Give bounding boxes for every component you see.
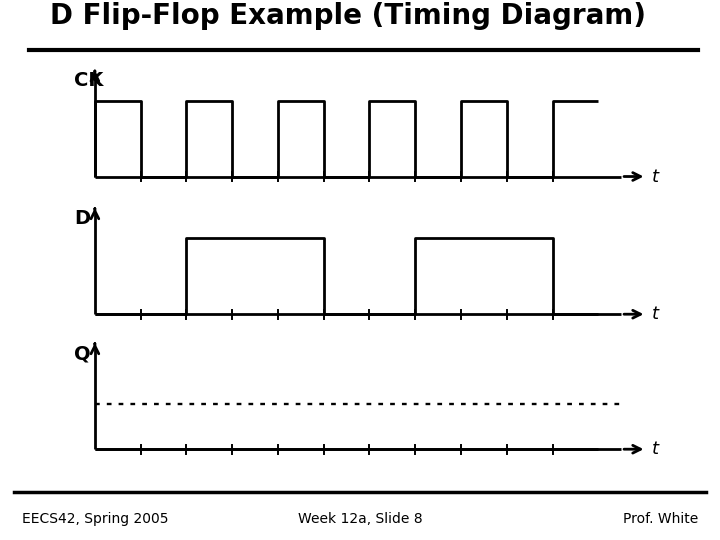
Text: $t$: $t$ — [651, 440, 660, 458]
Text: CK: CK — [74, 71, 104, 90]
Text: Week 12a, Slide 8: Week 12a, Slide 8 — [297, 512, 423, 526]
Text: Prof. White: Prof. White — [623, 512, 698, 526]
Text: EECS42, Spring 2005: EECS42, Spring 2005 — [22, 512, 168, 526]
Text: $t$: $t$ — [651, 305, 660, 323]
Text: D: D — [74, 209, 91, 228]
Text: D Flip-Flop Example (Timing Diagram): D Flip-Flop Example (Timing Diagram) — [50, 2, 647, 30]
Text: $t$: $t$ — [651, 167, 660, 186]
Text: Q: Q — [74, 344, 91, 363]
